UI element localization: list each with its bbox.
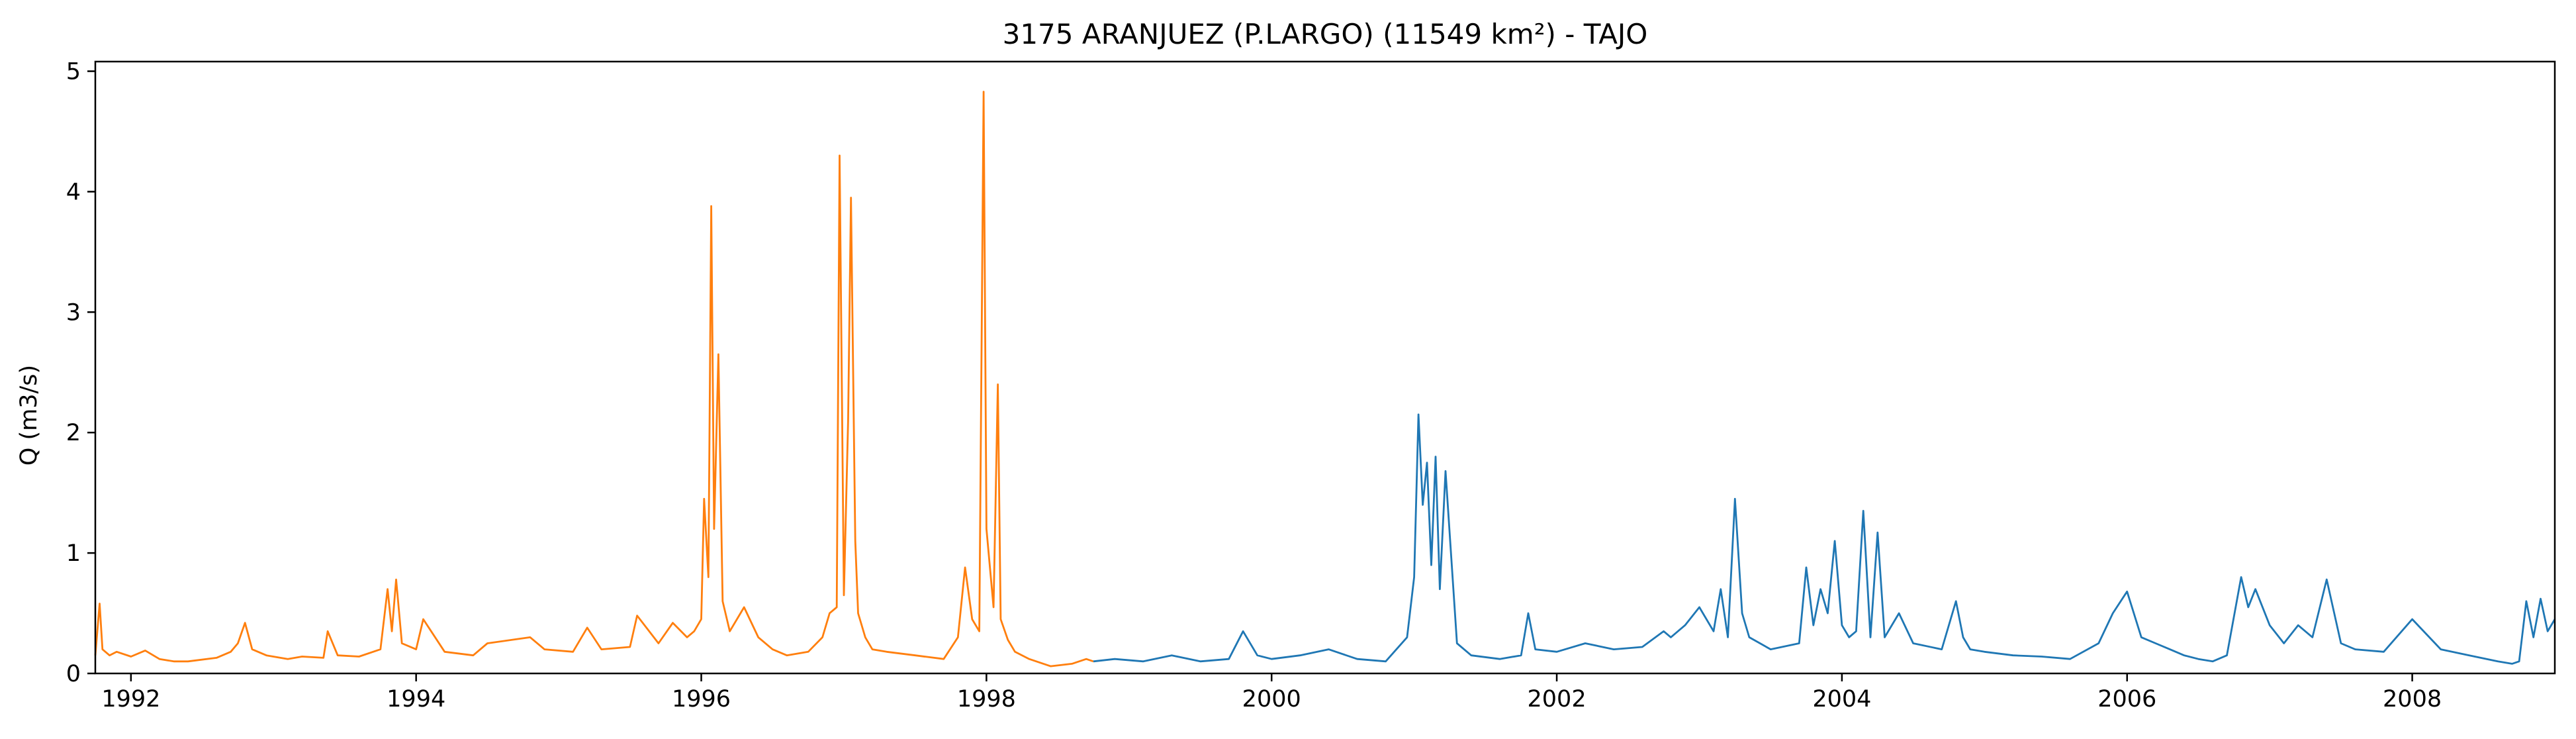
axis-layer: 1992 1994 1996 1998 2000 2002 2004 2006 2008 0 1 2 3… [66, 59, 2442, 713]
x-tick-label: 1996 [672, 686, 731, 713]
x-tick-label: 1992 [101, 686, 160, 713]
y-tick-label: 3 [66, 299, 81, 326]
y-tick-label: 0 [66, 661, 81, 687]
y-tick-label: 1 [66, 540, 81, 567]
plot-frame [94, 60, 2556, 675]
y-tick-label: 2 [66, 420, 81, 446]
series-line-2 [1093, 413, 2556, 665]
x-tick-label: 2008 [2383, 686, 2442, 713]
y-axis-label: Q (m3/s) [16, 365, 42, 466]
x-tick-label: 2000 [1242, 686, 1301, 713]
y-tick-label: 5 [66, 59, 81, 85]
chart-title: 3175 ARANJUEZ (P.LARGO) (11549 km²) - TA… [1003, 18, 1648, 50]
x-tick-label: 2002 [1528, 686, 1587, 713]
x-tick-label: 1994 [387, 686, 445, 713]
x-tick-label: 1998 [957, 686, 1016, 713]
x-tick-label: 2006 [2097, 686, 2156, 713]
y-tick-label: 4 [66, 179, 81, 205]
series-line-1 [94, 91, 1094, 667]
series-layer [94, 91, 2556, 667]
x-tick-label: 2004 [1812, 686, 1871, 713]
